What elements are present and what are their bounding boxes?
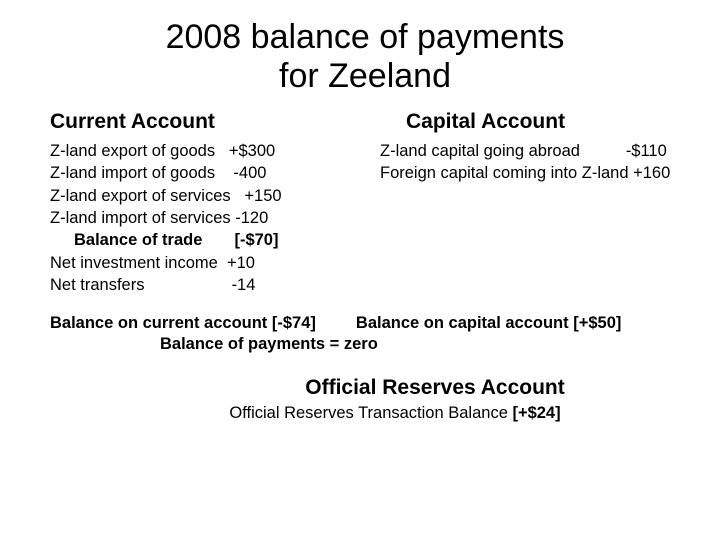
balance-of-trade: Balance of trade [-$70] [50, 229, 350, 251]
item-value: -14 [232, 274, 256, 296]
item-value: +150 [244, 185, 281, 207]
official-reserves-line: Official Reserves Transaction Balance [+… [50, 404, 680, 423]
item-label: Balance on capital account [356, 314, 573, 332]
item-value: +$300 [229, 140, 275, 162]
balance-of-payments-zero: Balance of payments = zero [50, 335, 680, 354]
title-line-2: for Zeeland [279, 57, 451, 95]
page-title: 2008 balance of payments for Zeeland [50, 18, 680, 96]
official-reserves-heading: Official Reserves Account [50, 376, 680, 400]
balance-capital: Balance on capital account [+$50] [356, 314, 621, 333]
item-value: +160 [633, 162, 670, 184]
title-line-1: 2008 balance of payments [166, 18, 565, 56]
balance-current: Balance on current account [-$74] [50, 314, 316, 333]
current-item: Z-land export of services +150 [50, 185, 350, 207]
item-label: Balance of trade [74, 229, 234, 251]
item-label: Z-land import of services [50, 207, 235, 229]
capital-account-heading: Capital Account [380, 110, 680, 134]
capital-item: Foreign capital coming into Z-land +160 [380, 162, 680, 184]
account-balances: Balance on current account [-$74] Balanc… [50, 314, 680, 333]
item-label: Z-land export of goods [50, 140, 229, 162]
item-value: [-$70] [234, 229, 278, 251]
item-label: Z-land import of goods [50, 162, 233, 184]
current-account-heading: Current Account [50, 110, 350, 134]
item-value: -400 [233, 162, 266, 184]
balance-summary: Balance on current account [-$74] Balanc… [50, 314, 680, 354]
net-investment-income: Net investment income +10 [50, 252, 350, 274]
current-account-column: Current Account Z-land export of goods +… [50, 110, 350, 296]
current-item: Z-land import of goods -400 [50, 162, 350, 184]
item-label: Official Reserves Transaction Balance [229, 404, 512, 422]
item-value: [+$50] [573, 314, 621, 332]
item-value: +10 [227, 252, 255, 274]
item-value: -120 [235, 207, 268, 229]
item-label: Balance on current account [50, 314, 272, 332]
item-value: -$110 [626, 140, 667, 162]
item-label: Net transfers [50, 274, 232, 296]
current-item: Z-land export of goods +$300 [50, 140, 350, 162]
two-column-layout: Current Account Z-land export of goods +… [50, 110, 680, 296]
net-transfers: Net transfers -14 [50, 274, 350, 296]
item-label: Foreign capital coming into Z-land [380, 162, 633, 184]
item-label: Z-land capital going abroad [380, 140, 626, 162]
item-value: [-$74] [272, 314, 316, 332]
current-item: Z-land import of services -120 [50, 207, 350, 229]
capital-account-column: Capital Account Z-land capital going abr… [380, 110, 680, 296]
item-label: Z-land export of services [50, 185, 244, 207]
item-label: Net investment income [50, 252, 227, 274]
capital-item: Z-land capital going abroad -$110 [380, 140, 680, 162]
item-value: [+$24] [512, 404, 560, 422]
